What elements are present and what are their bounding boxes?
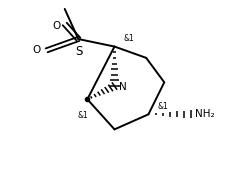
Text: &1: &1 <box>158 102 168 111</box>
Text: &1: &1 <box>77 111 88 120</box>
Text: O: O <box>33 45 41 55</box>
Text: S: S <box>76 45 83 58</box>
Text: N: N <box>120 82 127 92</box>
Text: NH₂: NH₂ <box>195 109 214 119</box>
Text: O: O <box>52 21 60 31</box>
Text: &1: &1 <box>124 34 134 43</box>
